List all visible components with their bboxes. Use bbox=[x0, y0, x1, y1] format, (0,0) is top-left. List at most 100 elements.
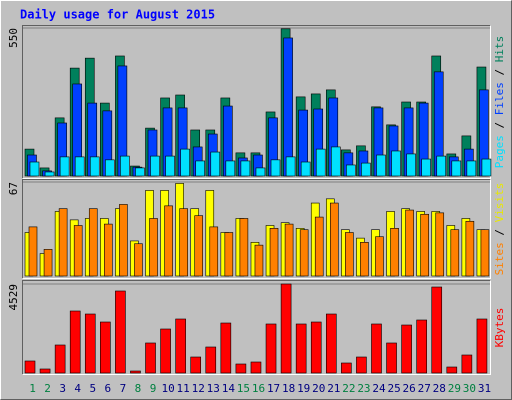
bar bbox=[345, 232, 354, 277]
bar bbox=[190, 356, 202, 374]
x-tick-label: 12 bbox=[192, 382, 205, 395]
bar bbox=[43, 249, 53, 277]
bar bbox=[220, 322, 232, 374]
bar bbox=[431, 286, 443, 374]
x-tick-label: 2 bbox=[44, 382, 51, 395]
x-tick-label: 20 bbox=[312, 382, 325, 395]
bar bbox=[299, 229, 309, 277]
x-tick-label: 3 bbox=[59, 382, 66, 395]
bar bbox=[74, 156, 85, 177]
bar bbox=[160, 328, 171, 374]
bar bbox=[105, 159, 115, 177]
bar bbox=[115, 290, 126, 374]
panel-light bbox=[22, 280, 491, 375]
bar bbox=[165, 155, 175, 177]
bar bbox=[295, 323, 307, 374]
x-tick-label: 15 bbox=[237, 382, 250, 395]
legend: KBytes bbox=[493, 308, 506, 348]
legend-entry: Sites bbox=[493, 242, 506, 275]
bar bbox=[386, 342, 397, 374]
x-tick-label: 26 bbox=[403, 382, 416, 395]
panel-shadow bbox=[22, 25, 491, 179]
bar bbox=[391, 150, 401, 177]
bar bbox=[390, 227, 399, 277]
legend-separator: / bbox=[493, 62, 506, 82]
bar bbox=[69, 310, 81, 374]
bar bbox=[476, 318, 488, 374]
bar bbox=[195, 160, 206, 177]
bar bbox=[88, 208, 98, 277]
bar bbox=[225, 160, 236, 177]
bar bbox=[375, 236, 384, 277]
panel-shadow bbox=[22, 179, 491, 279]
y-tick-label: 67 bbox=[7, 182, 20, 195]
bar bbox=[346, 164, 356, 177]
bar bbox=[255, 167, 266, 177]
legend-entry: KBytes bbox=[493, 308, 506, 348]
x-tick-label: 31 bbox=[478, 382, 491, 395]
bar bbox=[194, 215, 204, 277]
bar bbox=[254, 244, 264, 277]
x-tick-label: 4 bbox=[74, 382, 81, 395]
bar bbox=[436, 155, 447, 177]
bar bbox=[416, 319, 427, 374]
bar bbox=[100, 321, 111, 374]
bar bbox=[450, 229, 460, 277]
bar bbox=[314, 216, 324, 277]
bar bbox=[401, 324, 412, 374]
bar bbox=[210, 151, 221, 177]
x-tick-label: 1 bbox=[29, 382, 36, 395]
bar bbox=[283, 37, 293, 177]
bar bbox=[465, 220, 475, 277]
legend: Sites / Visits bbox=[493, 183, 506, 276]
x-tick-label: 18 bbox=[282, 382, 295, 395]
legend-entry: Hits bbox=[493, 36, 506, 63]
x-tick-label: 8 bbox=[135, 382, 142, 395]
bar bbox=[466, 160, 477, 177]
x-tick-label: 16 bbox=[252, 382, 265, 395]
x-tick-label: 10 bbox=[161, 382, 174, 395]
bar bbox=[330, 146, 341, 177]
x-tick-label: 29 bbox=[448, 382, 461, 395]
bar bbox=[164, 205, 173, 277]
bar bbox=[269, 227, 279, 277]
bar bbox=[446, 366, 458, 374]
bar bbox=[421, 158, 431, 177]
bar bbox=[134, 243, 143, 277]
bar bbox=[120, 155, 130, 177]
bar bbox=[376, 154, 386, 177]
legend-separator: / bbox=[493, 115, 506, 135]
bar bbox=[405, 209, 414, 277]
bar bbox=[28, 226, 38, 277]
bar bbox=[24, 360, 36, 374]
x-tick-label: 27 bbox=[418, 382, 431, 395]
bar bbox=[285, 156, 296, 177]
bar bbox=[180, 148, 190, 177]
x-tick-label: 5 bbox=[89, 382, 96, 395]
chart-title: Daily usage for August 2015 bbox=[20, 8, 215, 22]
bar bbox=[435, 212, 445, 277]
bar bbox=[371, 323, 382, 374]
bar bbox=[29, 161, 40, 177]
x-tick-label: 28 bbox=[433, 382, 446, 395]
x-tick-label: 13 bbox=[207, 382, 220, 395]
bar bbox=[58, 208, 68, 277]
x-tick-label: 21 bbox=[327, 382, 340, 395]
bar bbox=[84, 313, 96, 374]
bar bbox=[481, 158, 492, 177]
x-tick-label: 25 bbox=[387, 382, 400, 395]
bar bbox=[44, 171, 55, 177]
legend-entry: Pages bbox=[493, 135, 506, 168]
bar bbox=[480, 229, 490, 277]
bar bbox=[461, 354, 473, 374]
x-tick-label: 9 bbox=[150, 382, 157, 395]
bar bbox=[145, 342, 156, 374]
bar bbox=[270, 159, 281, 177]
legend-entry: Visits bbox=[493, 183, 506, 223]
bar bbox=[265, 323, 277, 374]
bar bbox=[361, 162, 371, 177]
bar bbox=[54, 344, 66, 374]
y-tick-label: 4529 bbox=[7, 284, 20, 311]
legend: Pages / Files / Hits bbox=[493, 36, 506, 169]
